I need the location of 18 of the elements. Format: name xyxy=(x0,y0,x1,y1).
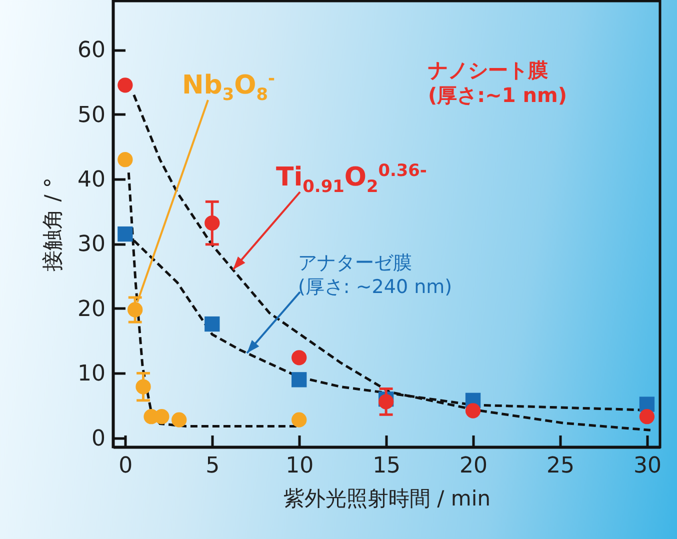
x-tick-label: 30 xyxy=(633,454,662,478)
annotation: アナターゼ膜 (厚さ: ~240 nm) xyxy=(298,252,452,300)
y-axis-title: 接触角 / ° xyxy=(40,178,65,272)
y-tick-label: 30 xyxy=(78,232,106,258)
x-tick-label: 5 xyxy=(206,454,220,478)
y-tick-label: 50 xyxy=(78,102,106,128)
x-tick-label: 15 xyxy=(372,454,401,478)
y-tick-label: 20 xyxy=(78,296,106,322)
x-tick-label: 0 xyxy=(118,454,133,478)
y-tick-label: 40 xyxy=(78,168,106,193)
y-tick-label: 60 xyxy=(78,38,106,64)
annotation: ナノシート膜 (厚さ:~1 nm) xyxy=(428,58,567,108)
x-tick-label: 20 xyxy=(460,454,488,478)
y-tick-label: 0 xyxy=(92,426,106,452)
x-tick-label: 25 xyxy=(546,454,574,478)
x-axis-title: 紫外光照射時間 / min xyxy=(283,486,491,510)
y-tick-label: 10 xyxy=(78,362,106,387)
x-tick-label: 10 xyxy=(286,454,314,478)
